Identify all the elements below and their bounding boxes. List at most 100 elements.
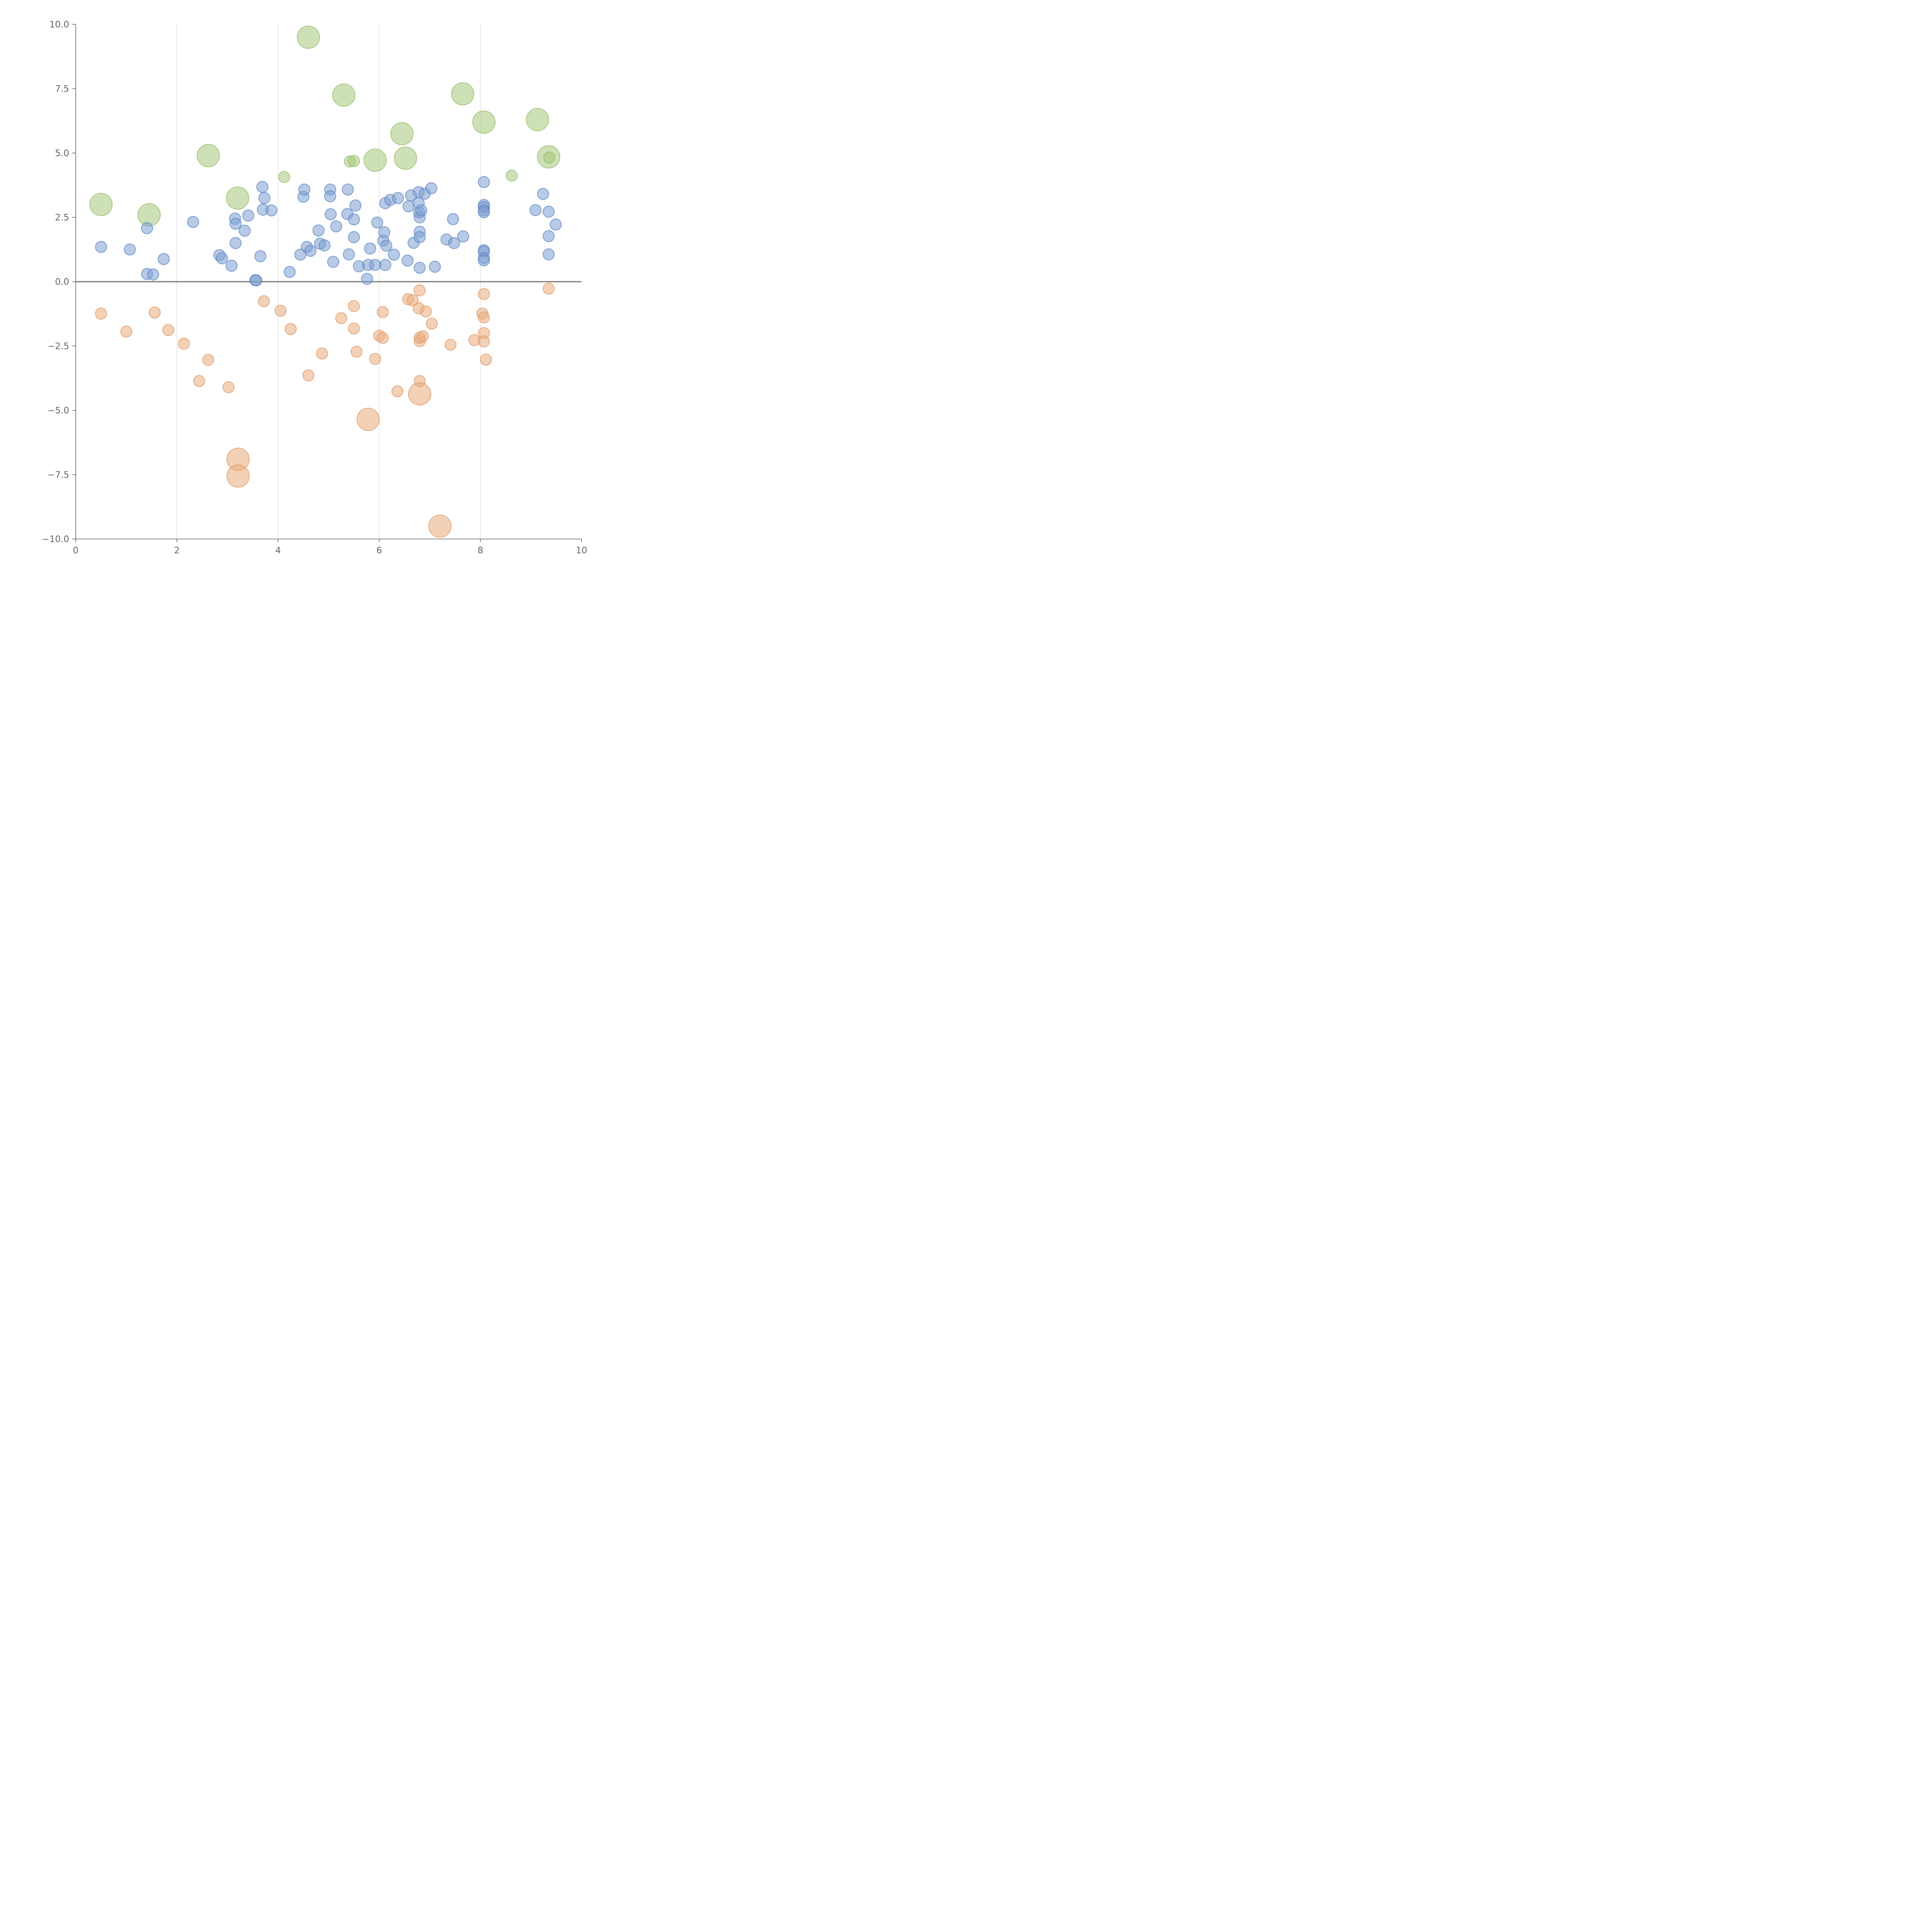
data-point	[302, 369, 315, 382]
data-point	[226, 186, 249, 210]
data-point	[222, 381, 235, 393]
data-point	[428, 514, 452, 538]
data-point	[265, 204, 278, 217]
data-point	[297, 26, 320, 49]
data-point	[148, 306, 161, 319]
data-point	[478, 206, 490, 218]
data-point	[401, 254, 414, 267]
x-tick-label: 6	[376, 546, 382, 556]
y-tick-label: 0.0	[55, 277, 69, 287]
data-point	[369, 259, 381, 271]
data-point	[230, 237, 242, 249]
data-point	[327, 256, 339, 268]
series-small-negative	[95, 282, 555, 398]
series-large-negative	[226, 382, 452, 538]
data-point	[444, 338, 457, 351]
data-point	[417, 330, 429, 342]
data-point	[348, 231, 360, 243]
data-point	[376, 306, 389, 318]
data-point	[95, 241, 107, 253]
data-point	[378, 226, 391, 238]
data-point	[391, 385, 404, 398]
data-point	[478, 335, 490, 348]
data-point	[376, 332, 389, 344]
data-point	[390, 122, 414, 146]
data-point	[318, 239, 331, 252]
y-tick-label: 5.0	[55, 148, 69, 158]
data-point	[348, 155, 360, 167]
y-tick-label: −10.0	[42, 534, 69, 544]
data-point	[537, 188, 549, 200]
y-axis-ticks: 10.0 7.5 5.0 2.5 0.0 −2.5 −5.0 −7.5 −10.0	[42, 20, 76, 544]
y-tick-label: 10.0	[49, 20, 69, 30]
data-point	[413, 284, 426, 297]
data-point	[478, 254, 490, 267]
data-point	[408, 382, 432, 406]
data-point	[402, 200, 415, 213]
data-point	[448, 237, 460, 249]
data-point	[242, 209, 254, 222]
data-point	[225, 260, 238, 272]
series-small-positive-blue	[95, 176, 562, 287]
data-point	[543, 282, 555, 295]
data-point	[478, 288, 490, 300]
data-point	[429, 260, 441, 273]
data-point	[457, 230, 469, 243]
data-point	[316, 347, 328, 360]
scatter-chart: 0 2 4 6 8 10 10.0 7.5 5.0 2.5 0.0 −2.5 −5.0 −7.5 −10.…	[42, 20, 587, 556]
data-point	[332, 83, 355, 107]
data-point	[413, 231, 426, 243]
data-point	[312, 224, 325, 237]
data-point	[187, 216, 199, 228]
data-point	[350, 345, 363, 358]
data-point	[380, 240, 393, 252]
x-tick-label: 4	[275, 546, 281, 556]
data-point	[141, 222, 153, 235]
data-point	[415, 204, 427, 217]
data-point	[230, 218, 242, 230]
data-point	[250, 274, 262, 287]
data-point	[158, 253, 170, 265]
data-point	[420, 305, 432, 318]
data-point	[388, 248, 400, 261]
data-point	[304, 245, 316, 257]
data-point	[371, 216, 383, 229]
data-points	[89, 26, 562, 538]
series-large-positive	[89, 26, 561, 226]
data-point	[348, 300, 360, 312]
data-point	[478, 311, 490, 324]
data-point	[543, 206, 555, 218]
data-point	[425, 317, 438, 330]
data-point	[348, 213, 360, 226]
data-point	[89, 193, 113, 216]
y-tick-label: 2.5	[55, 213, 69, 223]
data-point	[343, 248, 355, 261]
y-tick-label: −2.5	[48, 342, 69, 352]
data-point	[392, 192, 404, 204]
data-point	[363, 148, 387, 172]
data-point	[480, 354, 492, 366]
data-point	[447, 213, 459, 225]
data-point	[478, 176, 490, 188]
data-point	[348, 322, 360, 335]
data-point	[413, 262, 426, 274]
data-point	[95, 307, 107, 320]
data-point	[349, 199, 362, 212]
data-point	[147, 268, 159, 281]
x-axis-ticks: 0 2 4 6 8 10	[73, 539, 587, 556]
data-point	[406, 294, 419, 306]
data-point	[335, 312, 347, 325]
data-point	[505, 170, 518, 182]
data-point	[330, 220, 342, 233]
data-point	[526, 108, 549, 131]
y-tick-label: −7.5	[48, 470, 69, 480]
data-point	[356, 408, 380, 431]
data-point	[394, 146, 417, 170]
data-point	[254, 250, 267, 262]
data-point	[342, 183, 354, 196]
data-point	[472, 110, 496, 134]
data-point	[549, 218, 562, 231]
data-point	[284, 266, 296, 278]
x-tick-label: 8	[478, 546, 483, 556]
data-point	[226, 464, 250, 488]
